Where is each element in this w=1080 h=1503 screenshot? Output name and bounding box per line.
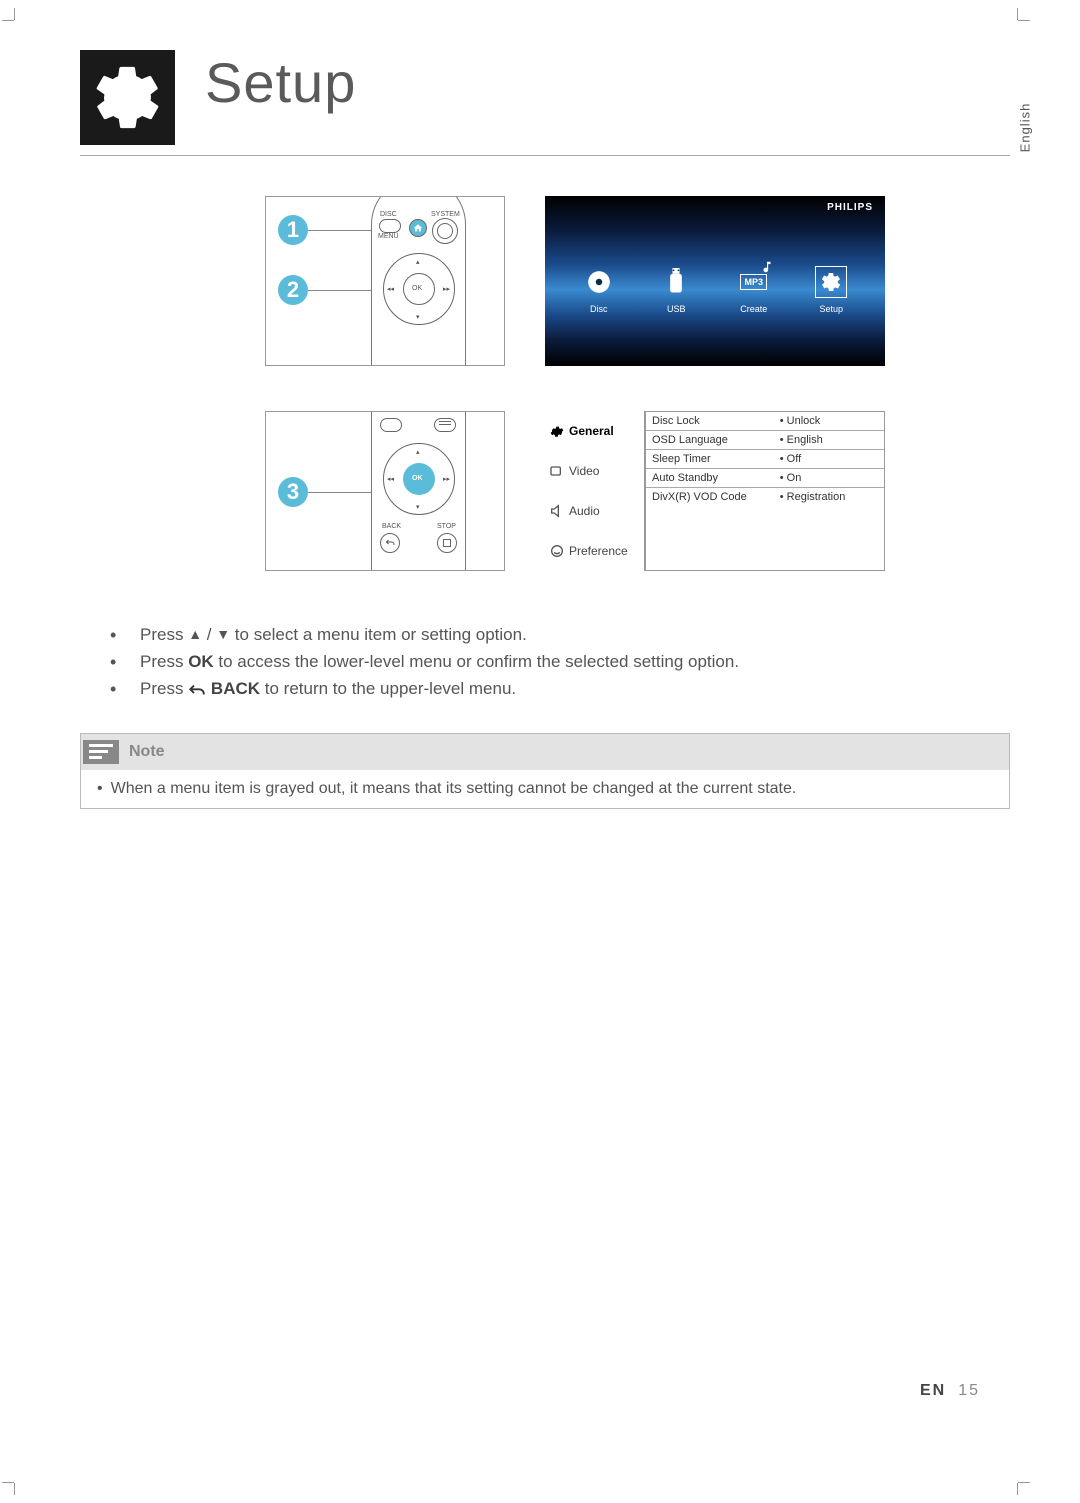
page-title: Setup (205, 50, 356, 115)
callout-1: 1 (278, 215, 308, 245)
note-icon (83, 740, 119, 764)
remote-illustration-1: 1 2 DISC MENU SYSTEM OK ▴ ▾ ◂◂ ▸▸ (265, 196, 505, 366)
instruction-item: Press BACK to return to the upper-level … (110, 675, 1010, 702)
menu-tab-audio: Audio (545, 491, 645, 531)
video-icon (549, 463, 565, 479)
back-icon (188, 683, 206, 697)
music-icon (760, 260, 774, 274)
gear-icon (549, 423, 565, 439)
callout-2: 2 (278, 275, 308, 305)
tv-icon-usb: USB (660, 266, 692, 314)
up-arrow-icon: ▲ (188, 626, 202, 642)
setup-menu: General Video Audio Preference Disc Lock… (545, 411, 885, 571)
brand-label: PHILIPS (827, 202, 873, 213)
menu-settings-list: Disc Lock• Unlock OSD Language• English … (645, 411, 885, 571)
menu-tab-preference: Preference (545, 531, 645, 571)
note-body: When a menu item is grayed out, it means… (81, 770, 1009, 808)
gear-icon (80, 50, 175, 145)
page-footer: EN15 (920, 1382, 980, 1400)
setting-row: Disc Lock• Unlock (646, 412, 884, 431)
preference-icon (549, 543, 565, 559)
menu-tab-video: Video (545, 451, 645, 491)
illustration-row-2: 3 OK ▴ ▾ ◂◂ ▸▸ BACK STOP (140, 411, 1010, 571)
illustration-row-1: 1 2 DISC MENU SYSTEM OK ▴ ▾ ◂◂ ▸▸ (140, 196, 1010, 366)
tv-home-screen: PHILIPS Disc USB MP3 Create (545, 196, 885, 366)
remote-illustration-2: 3 OK ▴ ▾ ◂◂ ▸▸ BACK STOP (265, 411, 505, 571)
setting-row: DivX(R) VOD Code• Registration (646, 488, 884, 506)
page-header: Setup (80, 50, 1010, 156)
note-box: Note When a menu item is grayed out, it … (80, 733, 1010, 809)
instruction-list: Press ▲ / ▼ to select a menu item or set… (80, 621, 1010, 703)
note-header: Note (81, 734, 1009, 770)
manual-page: English Setup 1 2 DISC MENU SYSTEM (80, 50, 1010, 1430)
tv-icon-disc: Disc (583, 266, 615, 314)
setting-row: OSD Language• English (646, 431, 884, 450)
setting-row: Sleep Timer• Off (646, 450, 884, 469)
callout-3: 3 (278, 477, 308, 507)
menu-tab-general: General (545, 411, 645, 451)
setup-icon (820, 271, 842, 293)
ok-label: OK (412, 285, 422, 292)
down-arrow-icon: ▼ (216, 626, 230, 642)
instruction-item: Press ▲ / ▼ to select a menu item or set… (110, 621, 1010, 648)
tv-icon-mp3: MP3 Create (738, 266, 770, 314)
audio-icon (549, 503, 565, 519)
tv-icon-setup: Setup (815, 266, 847, 314)
language-tab: English (1018, 103, 1033, 153)
usb-icon (665, 268, 687, 296)
instruction-item: Press OK to access the lower-level menu … (110, 648, 1010, 675)
setting-row: Auto Standby• On (646, 469, 884, 488)
disc-icon (586, 269, 612, 295)
